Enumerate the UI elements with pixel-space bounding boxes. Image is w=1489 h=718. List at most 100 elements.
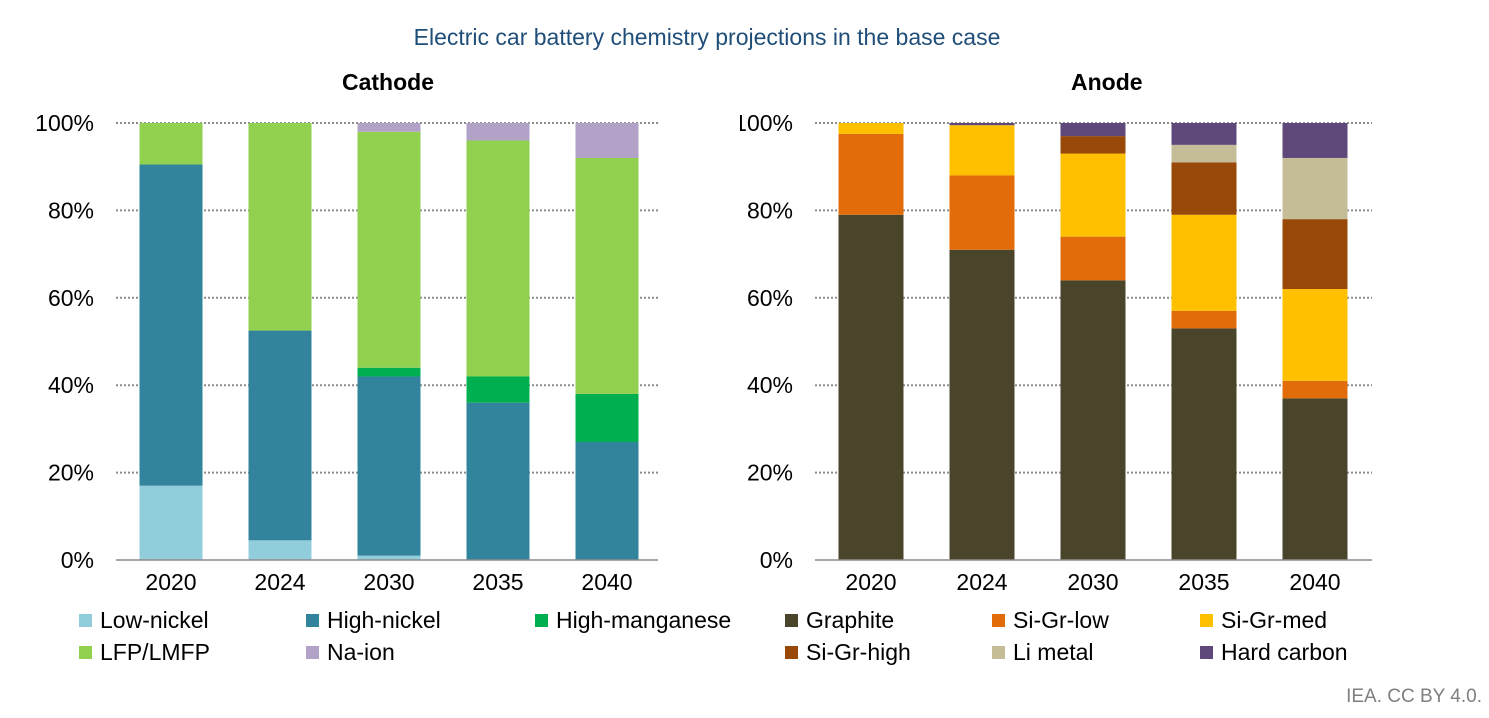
chart-title: Electric car battery chemistry projectio… — [413, 24, 1001, 50]
bar-si-gr-high-2035 — [1171, 162, 1237, 215]
y-tick-label: 0% — [61, 547, 94, 573]
legend-label: Si-Gr-low — [1013, 607, 1109, 633]
x-tick-label: 2024 — [956, 569, 1007, 595]
legend-item-lfp-lmfp: LFP/LMFP — [79, 639, 210, 666]
bar-high-manganese-2040 — [575, 393, 639, 443]
cathode-chart: 0% 20% 40% 60% 80% 100% 2020 2024 2030 2035 2040 — [35, 110, 658, 595]
x-tick-label: 2040 — [581, 569, 632, 595]
bar-si-gr-high-2040 — [1282, 219, 1348, 290]
bar-graphite-2040 — [1282, 398, 1348, 560]
bar-si-gr-low-2024 — [949, 175, 1015, 250]
bar-na-ion-2030 — [357, 123, 421, 132]
x-tick-label: 2020 — [145, 569, 196, 595]
bar-lfp-lmfp-2020 — [139, 123, 203, 165]
legend-label: Li metal — [1013, 639, 1094, 665]
y-tick-label: 40% — [747, 372, 793, 398]
bar-lfp-lmfp-2030 — [357, 131, 421, 368]
bar-hard-carbon-2040 — [1282, 123, 1348, 158]
bar-hard-carbon-2024 — [949, 123, 1015, 126]
legend-item-li-metal: Li metal — [992, 639, 1094, 666]
legend-swatch — [535, 614, 548, 627]
x-tick-label: 2035 — [472, 569, 523, 595]
legend-label: Hard carbon — [1221, 639, 1348, 665]
credit-text: IEA. CC BY 4.0. — [1346, 686, 1482, 707]
legend-label: Low-nickel — [100, 607, 209, 633]
y-tick-label: 80% — [48, 197, 94, 223]
y-tick-label: 20% — [747, 460, 793, 486]
bar-high-nickel-2020 — [139, 164, 203, 486]
bar-low-nickel-2020 — [139, 485, 203, 560]
bar-li-metal-2035 — [1171, 144, 1237, 163]
bar-graphite-2024 — [949, 249, 1015, 561]
y-tick-label: 20% — [48, 460, 94, 486]
y-tick-label: 40% — [48, 372, 94, 398]
legend-label: Si-Gr-med — [1221, 607, 1328, 633]
legend-item-hard-carbon: Hard carbon — [1200, 639, 1348, 666]
legend-swatch — [992, 646, 1005, 659]
x-tick-label: 2030 — [1067, 569, 1118, 595]
y-tick-label: 60% — [747, 285, 793, 311]
bar-graphite-2020 — [838, 214, 904, 560]
bar-si-gr-low-2035 — [1171, 310, 1237, 329]
bar-lfp-lmfp-2040 — [575, 157, 639, 394]
y-tick-label: 80% — [747, 197, 793, 223]
bar-li-metal-2040 — [1282, 157, 1348, 220]
cathode-panel-title: Cathode — [342, 69, 434, 95]
bar-graphite-2030 — [1060, 280, 1126, 560]
bar-si-gr-high-2030 — [1060, 136, 1126, 154]
bar-si-gr-low-2020 — [838, 133, 904, 215]
bar-si-gr-med-2024 — [949, 125, 1015, 176]
legend-label: LFP/LMFP — [100, 639, 210, 665]
legend-label: Si-Gr-high — [806, 639, 911, 665]
legend-item-si-gr-high: Si-Gr-high — [785, 639, 911, 666]
legend-swatch — [785, 614, 798, 627]
legend-label: High-nickel — [327, 607, 441, 633]
bar-high-manganese-2030 — [357, 367, 421, 377]
anode-chart: 0% 20% 40% 60% 80% 100% 2020 2024 2030 2035 2040 — [740, 110, 1372, 595]
legend-label: High-manganese — [556, 607, 732, 633]
bar-na-ion-2040 — [575, 123, 639, 158]
bar-high-nickel-2024 — [248, 330, 312, 541]
legend-item-high-nickel: High-nickel — [306, 607, 441, 634]
bar-si-gr-med-2040 — [1282, 289, 1348, 381]
legend-swatch — [1200, 646, 1213, 659]
legend-item-si-gr-med: Si-Gr-med — [1200, 607, 1327, 634]
legend-swatch — [79, 614, 92, 627]
bar-high-nickel-2040 — [575, 442, 639, 560]
legend-label: Na-ion — [327, 639, 395, 665]
bar-si-gr-low-2040 — [1282, 380, 1348, 399]
x-tick-label: 2024 — [254, 569, 305, 595]
bar-si-gr-med-2030 — [1060, 153, 1126, 237]
x-tick-label: 2040 — [1289, 569, 1340, 595]
bar-high-manganese-2035 — [466, 376, 530, 403]
y-tick-label: 60% — [48, 285, 94, 311]
legend-item-si-gr-low: Si-Gr-low — [992, 607, 1109, 634]
bar-hard-carbon-2035 — [1171, 123, 1237, 145]
legend-item-graphite: Graphite — [785, 607, 894, 634]
x-tick-label: 2030 — [363, 569, 414, 595]
legend-swatch — [306, 646, 319, 659]
legend-swatch — [785, 646, 798, 659]
legend-swatch — [992, 614, 1005, 627]
legend-item-high-manganese: High-manganese — [535, 607, 731, 634]
legend-item-low-nickel: Low-nickel — [79, 607, 209, 634]
bar-na-ion-2035 — [466, 123, 530, 141]
legend-swatch — [1200, 614, 1213, 627]
bar-hard-carbon-2030 — [1060, 123, 1126, 137]
bar-low-nickel-2030 — [357, 555, 421, 560]
legend-swatch — [306, 614, 319, 627]
anode-panel-title: Anode — [1071, 69, 1143, 95]
bar-lfp-lmfp-2024 — [248, 123, 312, 331]
bar-high-nickel-2030 — [357, 376, 421, 556]
y-tick-label: 100% — [35, 110, 94, 136]
x-tick-label: 2020 — [845, 569, 896, 595]
legend-label: Graphite — [806, 607, 895, 633]
bar-si-gr-med-2020 — [838, 123, 904, 134]
y-tick-label: 100% — [740, 110, 793, 136]
bar-si-gr-med-2035 — [1171, 214, 1237, 311]
bar-low-nickel-2024 — [248, 540, 312, 560]
legend-swatch — [79, 646, 92, 659]
bar-graphite-2035 — [1171, 328, 1237, 560]
bar-si-gr-low-2030 — [1060, 236, 1126, 281]
legend-item-na-ion: Na-ion — [306, 639, 395, 666]
